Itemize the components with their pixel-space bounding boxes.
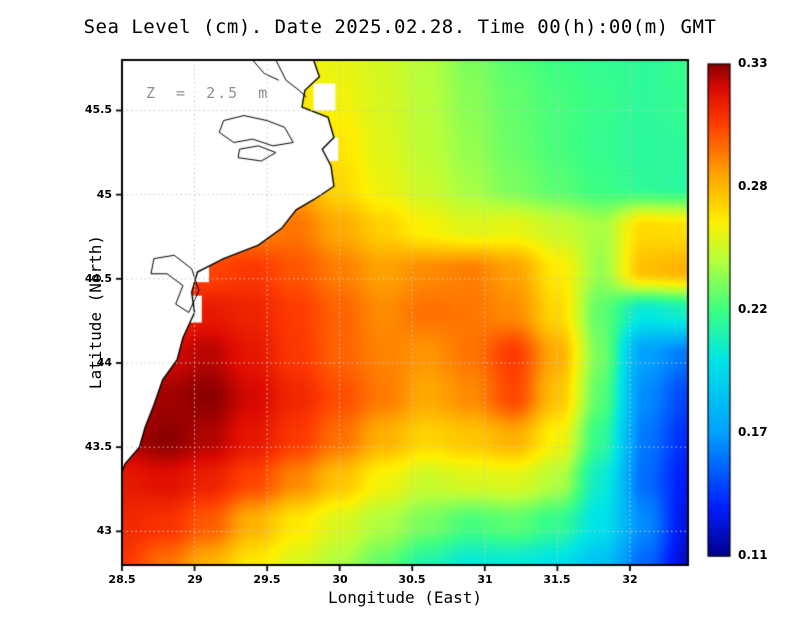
colorbar-tick-label: 0.11 [738, 548, 768, 562]
y-tick-label: 43.5 [84, 440, 112, 453]
x-tick-label: 28.5 [108, 573, 136, 586]
y-tick-label: 45 [96, 188, 112, 201]
depth-annotation: Z = 2.5 m [146, 84, 270, 102]
chart-title: Sea Level (cm). Date 2025.02.28. Time 00… [83, 16, 717, 38]
colorbar-tick-label: 0.28 [738, 179, 768, 193]
colorbar-tick-label: 0.33 [738, 56, 768, 70]
x-tick-label: 32 [622, 573, 638, 586]
x-tick-label: 31.5 [543, 573, 571, 586]
y-tick-label: 44 [96, 356, 112, 369]
x-tick-label: 30.5 [398, 573, 426, 586]
x-tick-label: 29.5 [253, 573, 281, 586]
colorbar-tick-label: 0.22 [738, 302, 768, 316]
x-tick-label: 30 [332, 573, 348, 586]
y-axis-label: Latitude (North) [86, 234, 105, 390]
y-tick-label: 44.5 [84, 272, 112, 285]
x-tick-label: 29 [187, 573, 203, 586]
x-tick-label: 31 [477, 573, 493, 586]
y-tick-label: 45.5 [84, 103, 112, 116]
y-tick-label: 43 [96, 524, 112, 537]
colorbar-tick-label: 0.17 [738, 425, 768, 439]
x-axis-label: Longitude (East) [327, 588, 483, 607]
